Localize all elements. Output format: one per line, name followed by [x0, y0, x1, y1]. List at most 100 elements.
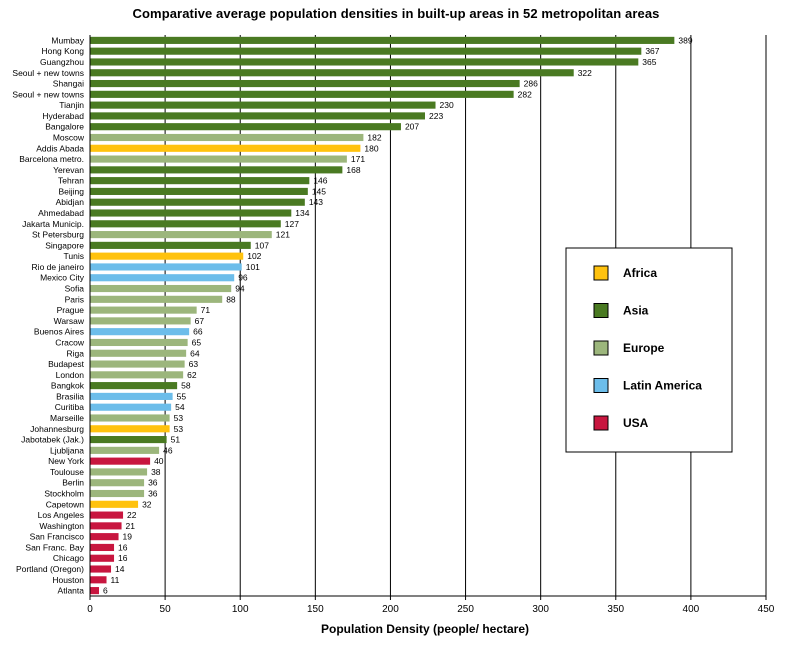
legend-swatch	[593, 303, 609, 318]
bar	[90, 198, 305, 206]
category-label: Barcelona metro.	[19, 154, 84, 164]
bar	[90, 133, 364, 142]
category-label: Bangalore	[45, 122, 84, 132]
category-label: Jakarta Municip.	[22, 219, 84, 229]
value-label: 282	[518, 89, 532, 99]
bar	[90, 231, 272, 239]
category-label: Tunis	[64, 251, 84, 261]
bar	[90, 36, 675, 44]
x-tick-label: 200	[382, 604, 399, 615]
x-axis: 0 50 100 150 200 250 300 350 400 450 Population De…	[87, 35, 775, 636]
bar	[90, 252, 244, 260]
value-label: 53	[174, 413, 184, 423]
bar	[90, 587, 100, 595]
value-label: 63	[189, 359, 199, 369]
value-label: 36	[148, 489, 158, 499]
category-label: Beijing	[58, 186, 84, 196]
bar	[90, 155, 347, 163]
x-tick-label: 400	[683, 604, 700, 615]
category-label: Washington	[39, 521, 84, 531]
value-label: 180	[364, 143, 378, 153]
category-label: Bangkok	[51, 381, 85, 391]
bar	[90, 533, 119, 541]
value-label: 16	[118, 553, 128, 563]
category-label: Abidjan	[56, 197, 85, 207]
value-label: 322	[578, 68, 592, 78]
bar	[90, 382, 178, 390]
category-label: Berlin	[62, 478, 84, 488]
chart-title: Comparative average population densities…	[132, 6, 660, 21]
value-label: 58	[181, 381, 191, 391]
value-label: 127	[285, 219, 299, 229]
category-label: Addis Abada	[36, 143, 84, 153]
bar	[90, 306, 197, 314]
bar	[90, 543, 115, 552]
category-label: Buenos Aires	[34, 327, 84, 337]
bar	[90, 479, 145, 487]
bar	[90, 123, 401, 131]
value-label: 223	[429, 111, 443, 121]
category-label: St Petersburg	[32, 230, 84, 240]
legend-swatch	[593, 415, 609, 431]
value-label: 367	[645, 46, 659, 56]
category-label: Cracow	[55, 337, 85, 347]
x-tick-label: 150	[307, 604, 324, 615]
value-label: 365	[642, 57, 656, 67]
bar	[90, 500, 139, 508]
value-label: 171	[351, 154, 365, 164]
bar	[90, 392, 173, 400]
value-label: 96	[238, 273, 248, 283]
value-label: 67	[195, 316, 205, 326]
value-label: 286	[524, 79, 538, 89]
legend: Africa Asia Europe Latin America USA	[565, 247, 733, 453]
bar	[90, 58, 639, 66]
bar	[90, 317, 191, 325]
x-tick-label: 100	[232, 604, 249, 615]
value-labels: 3893673653222862822302232071821801711681…	[103, 35, 693, 595]
value-label: 389	[678, 35, 692, 45]
category-label: Capetown	[46, 499, 85, 509]
category-label: Tehran	[58, 176, 84, 186]
category-label: Ahmedabad	[38, 208, 84, 218]
category-label: Ljubljana	[50, 445, 84, 455]
value-label: 107	[255, 240, 269, 250]
bar	[90, 47, 642, 55]
bar	[90, 177, 310, 185]
value-label: 6	[103, 586, 108, 596]
category-label: Shangai	[53, 79, 84, 89]
bar	[90, 220, 281, 228]
bar	[90, 79, 520, 88]
bar	[90, 565, 112, 573]
category-label: Budapest	[48, 359, 85, 369]
category-label: Johannesburg	[30, 424, 84, 434]
bar	[90, 414, 170, 422]
value-label: 182	[367, 132, 381, 142]
category-label: Seoul + new towns	[12, 89, 84, 99]
value-label: 230	[440, 100, 454, 110]
category-label: Mumbay	[51, 35, 84, 45]
category-label: Yerevan	[53, 165, 84, 175]
legend-label: Asia	[623, 304, 649, 318]
category-label: Riga	[67, 348, 85, 358]
value-label: 71	[201, 305, 211, 315]
x-tick-label: 450	[758, 604, 775, 615]
value-label: 11	[111, 575, 120, 585]
legend-swatch	[593, 378, 609, 393]
category-label: Houston	[52, 575, 84, 585]
category-label: Tianjin	[59, 100, 84, 110]
value-label: 101	[246, 262, 260, 272]
bar	[90, 338, 188, 347]
category-label: London	[56, 370, 85, 380]
category-label: Los Angeles	[38, 510, 84, 520]
bar	[90, 446, 160, 454]
bar	[90, 328, 190, 336]
legend-label: Europe	[623, 341, 665, 355]
bar	[90, 511, 124, 519]
bar	[90, 522, 122, 530]
bar	[90, 241, 251, 249]
value-label: 16	[118, 542, 128, 552]
value-label: 94	[235, 284, 245, 294]
x-tick-label: 350	[607, 604, 624, 615]
category-label: Singapore	[45, 240, 84, 250]
